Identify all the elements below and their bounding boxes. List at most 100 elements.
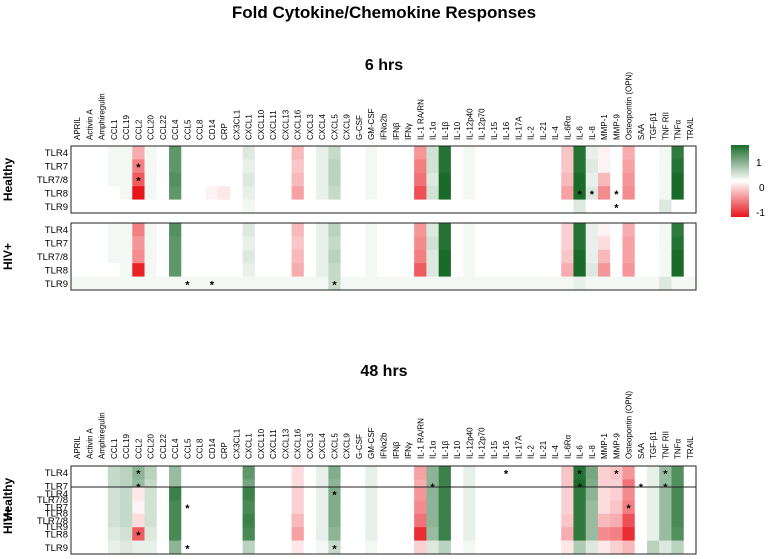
column-label: CCL22 xyxy=(159,434,168,459)
heatmap-cell xyxy=(548,540,562,555)
heatmap-cell xyxy=(438,199,452,214)
heatmap-cell xyxy=(291,186,305,200)
heatmap-cell xyxy=(377,263,390,277)
heatmap-cell xyxy=(401,263,415,277)
heatmap-cell xyxy=(71,540,84,555)
heatmap-cell xyxy=(340,540,354,555)
heatmap-cell xyxy=(316,263,329,277)
heatmap-cell xyxy=(610,249,623,264)
heatmap-cell xyxy=(267,236,280,251)
panel-title-1: 48 hrs xyxy=(360,363,407,380)
heatmap-cell xyxy=(340,527,354,541)
heatmap-cell xyxy=(316,500,329,515)
heatmap-cell xyxy=(169,513,182,528)
heatmap-cell xyxy=(328,276,341,291)
heatmap-cell xyxy=(193,186,207,200)
column-label: TGF-β1 xyxy=(649,112,658,140)
legend-tick-max: 1 xyxy=(756,158,762,169)
heatmap-cell xyxy=(169,500,182,515)
heatmap-cell xyxy=(181,236,194,251)
heatmap-cell xyxy=(585,263,599,277)
heatmap-cell xyxy=(83,500,96,515)
heatmap-cell xyxy=(181,249,194,264)
heatmap-cell xyxy=(512,513,525,528)
heatmap-cell xyxy=(377,276,390,291)
heatmap-cell xyxy=(328,236,341,251)
heatmap-cell xyxy=(401,500,415,515)
heatmap-cell xyxy=(377,500,390,515)
heatmap-cell xyxy=(499,540,513,555)
heatmap-cell xyxy=(303,500,317,515)
heatmap-cell xyxy=(205,527,219,541)
column-label: IL-15 xyxy=(490,121,499,140)
heatmap-cell xyxy=(218,186,231,200)
heatmap-cell xyxy=(193,466,207,480)
heatmap-cell xyxy=(622,263,636,277)
heatmap-cell xyxy=(426,263,439,277)
heatmap-cell xyxy=(597,236,611,251)
heatmap-cell xyxy=(426,172,439,187)
heatmap-cell xyxy=(107,513,121,528)
heatmap-cell xyxy=(71,172,84,187)
heatmap-cell xyxy=(107,223,121,237)
heatmap-cell xyxy=(426,146,439,160)
heatmap-cell xyxy=(585,172,599,187)
heatmap-cell xyxy=(230,172,243,187)
heatmap-cell xyxy=(499,223,513,237)
heatmap-cell xyxy=(95,172,109,187)
heatmap-cell xyxy=(156,159,170,174)
heatmap-cell xyxy=(205,540,219,555)
heatmap-cell xyxy=(561,223,574,237)
heatmap-cell xyxy=(389,146,403,160)
heatmap-cell xyxy=(95,146,109,160)
heatmap-cell xyxy=(499,487,513,501)
heatmap-cell xyxy=(646,263,660,277)
heatmap-cell xyxy=(279,159,292,174)
heatmap-cell xyxy=(107,146,121,160)
heatmap-cell xyxy=(316,513,329,528)
column-label: IL-21 xyxy=(539,440,548,459)
heatmap-cell xyxy=(463,186,476,200)
heatmap-cell xyxy=(401,172,415,187)
heatmap-cell xyxy=(414,466,427,480)
column-label: IL-2 xyxy=(527,126,536,140)
heatmap-cell xyxy=(242,263,256,277)
heatmap-cell xyxy=(377,466,390,480)
heatmap-cell xyxy=(683,236,697,251)
significance-star: * xyxy=(614,469,619,481)
heatmap-cell xyxy=(512,527,525,541)
heatmap-cell xyxy=(352,466,366,480)
heatmap-cell xyxy=(585,199,599,214)
heatmap-cell xyxy=(524,276,537,291)
significance-star: * xyxy=(626,503,631,515)
heatmap-cell xyxy=(426,199,439,214)
heatmap-cell xyxy=(450,527,464,541)
heatmap-cell xyxy=(120,500,133,515)
heatmap-cell xyxy=(414,186,427,200)
heatmap-cell xyxy=(512,186,525,200)
heatmap-cell xyxy=(218,263,231,277)
heatmap-cell xyxy=(597,172,611,187)
heatmap-cell xyxy=(242,500,256,515)
column-label: IFNβ xyxy=(392,441,401,459)
heatmap-cell xyxy=(634,186,648,200)
heatmap-cell xyxy=(303,513,317,528)
heatmap-cell xyxy=(352,513,366,528)
heatmap-cell xyxy=(254,172,268,187)
heatmap-cell xyxy=(610,466,623,480)
heatmap-cell xyxy=(634,500,648,515)
heatmap-cell xyxy=(499,527,513,541)
heatmap-cell xyxy=(414,500,427,515)
column-label: CXCL1 xyxy=(245,114,254,140)
heatmap-cell xyxy=(279,223,292,237)
heatmap-cell xyxy=(365,199,378,214)
heatmap-cell xyxy=(328,513,341,528)
column-label: IL-16 xyxy=(502,121,511,140)
column-label: CXCL3 xyxy=(306,114,315,140)
heatmap-cell xyxy=(279,172,292,187)
heatmap-cell xyxy=(230,199,243,214)
heatmap-cell xyxy=(156,146,170,160)
heatmap-cell xyxy=(316,159,329,174)
heatmap-cell xyxy=(181,513,194,528)
heatmap-cell xyxy=(524,249,537,264)
